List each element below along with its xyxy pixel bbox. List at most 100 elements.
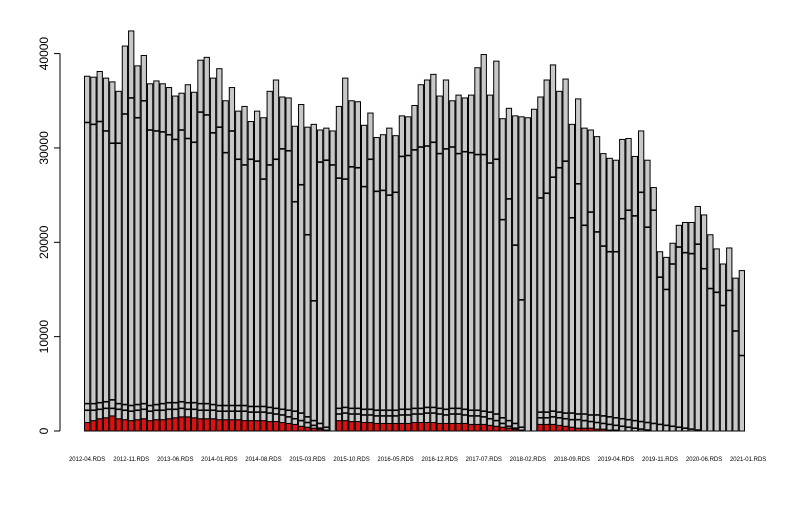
bar-stack	[253, 110, 261, 432]
bar-segment	[442, 79, 450, 424]
bar-segment	[90, 76, 97, 422]
bar-segment	[436, 422, 443, 432]
bar-segment	[682, 221, 689, 432]
bar-segment	[228, 419, 236, 432]
bar-stack	[203, 56, 210, 432]
bar-stack	[726, 247, 733, 432]
bar-stack	[159, 83, 166, 432]
bar-segment	[323, 127, 330, 431]
bar-segment	[348, 421, 355, 432]
bar-segment	[197, 59, 204, 420]
bar-segment	[253, 110, 261, 422]
bar-segment	[134, 419, 141, 432]
bar-stack	[178, 92, 185, 432]
bar-stack	[581, 127, 588, 432]
bar-segment	[442, 422, 450, 432]
bar-segment	[587, 129, 594, 429]
bar-segment	[115, 418, 122, 432]
bar-segment	[247, 420, 254, 432]
bar-segment	[530, 108, 538, 432]
bar-stack	[247, 121, 254, 432]
bar-stack	[298, 104, 305, 432]
bar-stack	[102, 77, 110, 432]
bar-stack	[197, 59, 204, 432]
bar-segment	[619, 138, 626, 432]
bar-stack	[543, 79, 550, 432]
bar-segment	[417, 422, 424, 432]
bar-segment	[203, 418, 210, 432]
bar-segment	[360, 124, 368, 424]
bar-segment	[606, 157, 613, 431]
x-category-label: 2013-06.RDS	[157, 457, 193, 463]
bar-stack	[329, 130, 336, 432]
bar-segment	[732, 277, 739, 432]
x-category-label: 2014-08.RDS	[245, 457, 281, 463]
bar-stack	[109, 81, 116, 432]
x-category-label: 2012-11.RDS	[113, 457, 149, 463]
bar-segment	[146, 420, 154, 432]
bar-stack	[738, 270, 745, 432]
bar-stack	[140, 54, 147, 432]
bar-stack	[499, 118, 506, 432]
bar-segment	[543, 423, 550, 432]
bar-stack	[568, 123, 576, 432]
bar-stack	[480, 54, 487, 432]
bar-stack	[713, 248, 720, 432]
bar-segment	[411, 104, 418, 424]
bar-segment	[241, 105, 248, 422]
bar-segment	[266, 421, 273, 432]
bar-segment	[304, 126, 311, 428]
bar-segment	[128, 30, 135, 422]
bar-segment	[222, 100, 229, 421]
bar-segment	[178, 92, 185, 418]
bar-stack	[625, 138, 632, 432]
bar-stack	[631, 155, 638, 432]
bar-segment	[549, 423, 557, 432]
bar-stack	[707, 234, 714, 432]
bar-stack	[537, 96, 544, 432]
bar-stack	[600, 153, 607, 432]
x-category-label: 2018-02.RDS	[510, 457, 546, 463]
bar-segment	[480, 423, 487, 432]
bar-stack	[493, 60, 500, 432]
y-axis: 0 10000 20000 30000 40000	[37, 37, 61, 434]
bar-segment	[260, 420, 267, 432]
bar-segment	[128, 420, 135, 432]
bar-stack	[191, 91, 198, 432]
bar-segment	[272, 79, 280, 423]
bar-stack	[732, 277, 739, 432]
bar-segment	[505, 107, 513, 429]
bar-segment	[694, 205, 701, 432]
bar-stack	[367, 112, 374, 432]
bar-segment	[669, 242, 676, 432]
bar-stack	[682, 221, 689, 432]
bar-segment	[298, 104, 305, 427]
bar-segment	[140, 418, 147, 432]
bar-segment	[625, 138, 632, 432]
bar-segment	[663, 256, 670, 432]
bar-segment	[593, 136, 601, 430]
bar-segment	[272, 421, 280, 432]
bar-segment	[209, 418, 217, 432]
bar-segment	[707, 234, 714, 432]
bar-segment	[675, 224, 683, 432]
bar-stack	[436, 95, 443, 432]
bar-segment	[575, 98, 582, 429]
x-category-label: 2020-06.RDS	[686, 457, 722, 463]
bar-segment	[342, 420, 349, 432]
bar-segment	[537, 423, 544, 432]
bar-segment	[398, 422, 406, 432]
bar-segment	[499, 118, 506, 428]
bar-stack	[556, 90, 563, 432]
bar-stack	[405, 116, 412, 432]
bar-segment	[279, 96, 286, 424]
bar-segment	[656, 251, 664, 432]
bar-stack	[209, 77, 217, 432]
bar-stack	[449, 100, 456, 432]
bar-segment	[228, 87, 236, 421]
bar-segment	[726, 247, 733, 432]
bar-stack	[505, 107, 513, 432]
bar-stack	[128, 30, 135, 432]
bar-stack	[266, 90, 273, 432]
bar-stack	[228, 87, 236, 432]
